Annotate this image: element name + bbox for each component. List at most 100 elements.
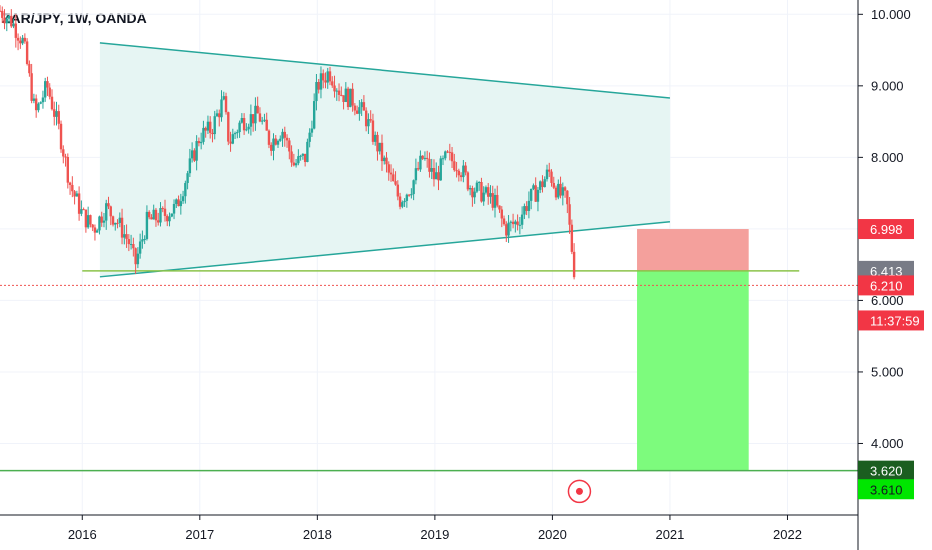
candle-body (312, 101, 316, 129)
candle-body (288, 140, 291, 152)
candle-body (170, 213, 173, 217)
candle-body (477, 182, 481, 184)
candle-body (23, 37, 27, 42)
candle-body (297, 156, 300, 164)
candle-body (247, 126, 250, 130)
candle-body (218, 113, 221, 118)
candle-body (360, 102, 363, 108)
triangle-lower-line (99, 220, 671, 278)
candle-body (482, 192, 485, 202)
candle-body (396, 184, 400, 197)
candle-body (274, 138, 277, 145)
candle-body (159, 208, 162, 223)
candle-body (89, 215, 92, 225)
y-tick-label: 6.000 (871, 293, 904, 308)
candle-body (161, 208, 164, 210)
candle-body (554, 187, 558, 198)
candle-body (328, 71, 332, 82)
candle-body (141, 239, 144, 242)
candle-body (211, 132, 214, 135)
event-marker-ring (567, 479, 592, 504)
candle-body (95, 230, 99, 233)
x-tick-label: 2021 (655, 527, 684, 542)
price-badge-bg (858, 275, 914, 296)
candle-body (258, 113, 262, 122)
candle-body (290, 151, 293, 163)
candle-body (150, 217, 153, 220)
y-tick-label: 9.000 (871, 78, 904, 93)
candle-body (299, 155, 302, 157)
candle-body (378, 142, 381, 152)
candle-body (152, 209, 155, 220)
candle-body (157, 220, 160, 223)
candle-body (430, 167, 433, 172)
price-badge: 6.210 (870, 278, 903, 293)
candle-body (310, 128, 314, 133)
candle-body (351, 88, 354, 106)
candle-body (233, 133, 237, 135)
candle-body (317, 82, 320, 90)
candle-body (353, 105, 357, 111)
candle-body (209, 121, 212, 133)
x-tick-label: 2017 (185, 527, 214, 542)
candle-body (44, 81, 47, 98)
triangle-upper-line (99, 42, 671, 99)
candle-body (213, 116, 216, 135)
candle-body (1, 10, 4, 18)
candle-body (283, 131, 286, 138)
candle-body (105, 203, 108, 221)
candle-body (398, 196, 402, 207)
candle-body (202, 127, 205, 142)
candle-body (487, 187, 490, 197)
candle-body (147, 211, 151, 218)
candle-body (557, 183, 560, 198)
candle-body (279, 138, 282, 141)
candle-body (525, 206, 528, 211)
candle-body (59, 123, 63, 150)
candle-body (380, 142, 384, 162)
candle-body (518, 224, 522, 226)
candle-body (450, 152, 454, 162)
candle-body (281, 131, 284, 139)
candle-body (19, 40, 22, 44)
candle-body (41, 97, 45, 103)
candle-body (552, 182, 555, 188)
candle-body (412, 180, 415, 195)
candle-body (453, 161, 456, 171)
candle-body (403, 200, 406, 203)
x-tick-label: 2016 (68, 527, 97, 542)
candle-body (550, 171, 553, 183)
candle-body (387, 164, 390, 173)
candle-body (114, 222, 117, 225)
candle-body (342, 95, 345, 102)
candle-body (541, 181, 544, 188)
candle-body (134, 248, 137, 265)
candle-body (168, 216, 171, 222)
candle-body (231, 134, 235, 144)
candle-body (28, 63, 31, 74)
candle-body (256, 105, 259, 114)
candle-body (401, 202, 404, 207)
countdown-badge-bg (858, 310, 924, 331)
candle-body (7, 15, 11, 19)
candle-body (498, 205, 501, 210)
price-badge: 6.413 (870, 264, 903, 279)
price-badge-bg (858, 479, 914, 500)
candle-body (251, 114, 255, 124)
y-tick-label: 8.000 (871, 150, 904, 165)
candle-body (439, 158, 442, 181)
candle-body (344, 88, 348, 102)
candle-body (441, 158, 445, 160)
candle-body (543, 179, 546, 188)
candle-body (285, 137, 289, 141)
candle-body (136, 253, 140, 265)
candle-body (566, 190, 569, 205)
candle-body (188, 158, 192, 174)
candle-body (73, 191, 76, 197)
candle-body (64, 156, 67, 158)
candle-body (166, 215, 169, 222)
candle-body (337, 90, 341, 95)
candle-body (25, 41, 29, 64)
candle-body (132, 244, 135, 249)
